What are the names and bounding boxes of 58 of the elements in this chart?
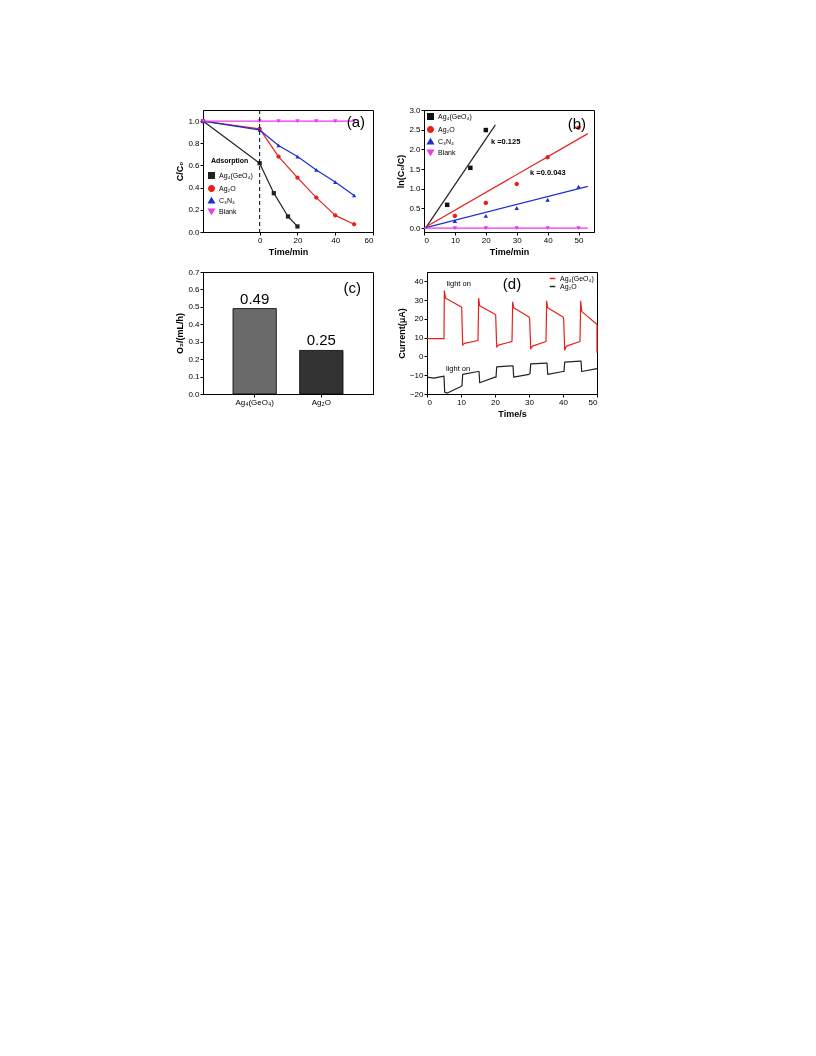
x-tick-label: 10	[457, 397, 467, 407]
x-tick-label: 50	[574, 235, 585, 245]
y-tick-label: 0.6	[188, 160, 201, 170]
y-tick-label: 0.1	[188, 372, 201, 382]
y-tick-label: 2.0	[409, 144, 422, 154]
annotation: (b)	[567, 115, 586, 132]
y-tick-label: 0.6	[188, 284, 201, 294]
data-label: 0.25	[306, 331, 336, 349]
x-axis-title: Time/s	[498, 408, 527, 419]
y-tick-label: 0.0	[409, 223, 422, 233]
y-tick-label: 0.4	[188, 319, 201, 329]
x-tick-label: 20	[491, 397, 501, 407]
x-tick-label: 0	[257, 235, 263, 245]
y-tick-label: 1.5	[409, 164, 422, 174]
x-tick-label: 30	[525, 397, 535, 407]
annotation: (a)	[346, 113, 365, 130]
y-axis-title: C/C₀	[175, 161, 186, 182]
x-axis-title: Time/min	[268, 246, 309, 257]
annotation: (c)	[343, 279, 361, 296]
y-tick-label: 0.5	[409, 203, 422, 213]
y-tick-label: 0.7	[188, 267, 201, 277]
y-tick-label: 30	[414, 295, 425, 305]
data-label: 0.49	[240, 289, 270, 307]
y-tick-label: −10	[409, 370, 425, 380]
x-tick-label: 30	[512, 235, 523, 245]
y-tick-label: 20	[414, 314, 425, 324]
y-axis-title: Current(μA)	[396, 308, 407, 359]
y-tick-label: 0.2	[188, 205, 201, 215]
x-tick-label: Ag₂O	[311, 397, 331, 407]
x-tick-label: 50	[588, 397, 599, 407]
x-tick-label: 0	[427, 397, 433, 407]
y-axis-title: O₂/(mL/h)	[175, 313, 186, 354]
x-tick-label: 40	[543, 235, 554, 245]
y-tick-label: 0.4	[188, 183, 201, 193]
y-tick-label: 0.0	[188, 227, 201, 237]
y-tick-label: 40	[414, 276, 425, 286]
y-tick-label: 1.0	[188, 116, 201, 126]
x-tick-label: 40	[559, 397, 569, 407]
y-tick-label: 0.2	[188, 354, 201, 364]
y-tick-label: 10	[414, 333, 425, 343]
y-tick-label: −20	[409, 389, 425, 399]
y-tick-label: 0.3	[188, 337, 201, 347]
annotation: (d)	[502, 275, 522, 292]
y-tick-label: 0.8	[188, 138, 201, 148]
x-axis-title: Time/min	[489, 246, 530, 257]
x-tick-label: Ag₄(GeO₄)	[235, 397, 275, 407]
y-axis-title: ln(C₀/C)	[396, 154, 407, 189]
y-tick-label: 0.5	[188, 302, 201, 312]
y-tick-label: 0	[419, 351, 425, 361]
x-tick-label: 40	[331, 235, 341, 245]
x-tick-label: 20	[293, 235, 303, 245]
x-tick-label: 20	[481, 235, 492, 245]
y-tick-label: 2.5	[409, 125, 422, 135]
y-tick-label: 1.0	[409, 184, 422, 194]
y-tick-label: 0.0	[188, 389, 201, 399]
x-tick-label: 60	[364, 235, 375, 245]
x-tick-label: 10	[450, 235, 461, 245]
y-tick-label: 3.0	[409, 105, 422, 115]
